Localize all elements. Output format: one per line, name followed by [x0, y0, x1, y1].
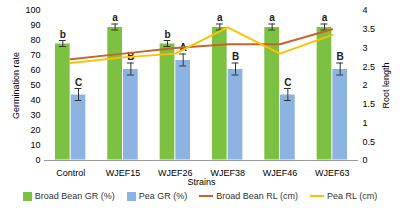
html-text:Broad Bean GR (%): Broad Bean GR (%): [34, 191, 115, 201]
svg-text:B: B: [232, 51, 239, 62]
svg-text:80: 80: [30, 35, 40, 45]
svg-text:20: 20: [30, 125, 40, 135]
svg-text:0: 0: [35, 155, 40, 165]
svg-text:WJEF15: WJEF15: [106, 168, 141, 178]
svg-text:b: b: [164, 29, 170, 40]
svg-text:WJEF46: WJEF46: [263, 168, 298, 178]
svg-text:Control: Control: [56, 168, 85, 178]
svg-text:0.5: 0.5: [363, 137, 376, 147]
svg-text:50: 50: [30, 80, 40, 90]
svg-text:a: a: [112, 12, 118, 23]
svg-text:C: C: [284, 77, 291, 88]
svg-text:60: 60: [30, 65, 40, 75]
html-text:Pea GR (%): Pea GR (%): [138, 191, 188, 201]
svg-text:3.5: 3.5: [363, 24, 376, 34]
svg-text:40: 40: [30, 95, 40, 105]
svg-text:B: B: [337, 51, 344, 62]
svg-text:a: a: [322, 12, 328, 23]
svg-text:4: 4: [363, 5, 368, 15]
svg-text:10: 10: [30, 140, 40, 150]
svg-text:70: 70: [30, 50, 40, 60]
svg-text:Strains: Strains: [187, 177, 216, 187]
html-text:Broad Bean RL (cm): Broad Bean RL (cm): [216, 191, 298, 201]
svg-text:WJEF38: WJEF38: [210, 168, 245, 178]
svg-text:b: b: [60, 29, 66, 40]
svg-text:a: a: [269, 12, 275, 23]
svg-text:1.5: 1.5: [363, 99, 376, 109]
svg-text:3: 3: [363, 43, 368, 53]
html-text:Pea RL (cm): Pea RL (cm): [327, 191, 378, 201]
svg-text:90: 90: [30, 20, 40, 30]
svg-text:WJEF26: WJEF26: [158, 167, 193, 178]
svg-text:100: 100: [25, 5, 40, 15]
svg-text:Germination rate: Germination rate: [11, 52, 21, 119]
svg-text:1: 1: [363, 118, 368, 128]
svg-text:C: C: [75, 77, 82, 88]
svg-text:2: 2: [363, 80, 368, 90]
svg-text:Root length: Root length: [381, 62, 391, 108]
svg-text:0: 0: [363, 155, 368, 165]
svg-text:WJEF63: WJEF63: [315, 168, 350, 178]
svg-text:2.5: 2.5: [363, 62, 376, 72]
svg-text:a: a: [217, 12, 223, 23]
svg-text:30: 30: [30, 110, 40, 120]
